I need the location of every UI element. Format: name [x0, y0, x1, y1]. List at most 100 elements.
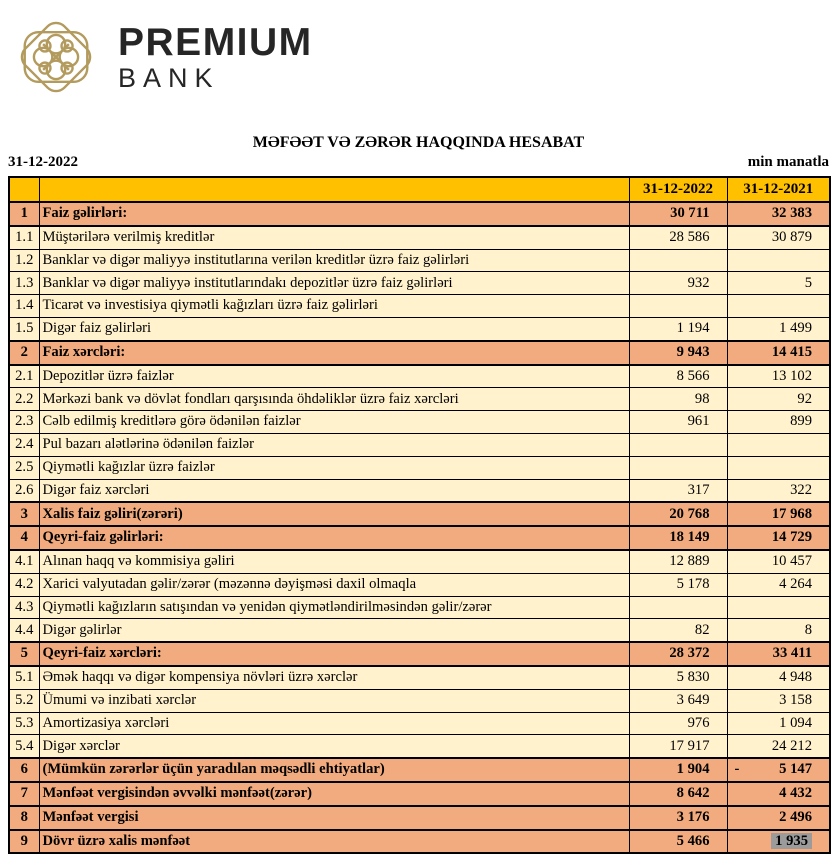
value-2022-cell: 8 642 — [628, 780, 728, 807]
header-empty-no — [8, 176, 40, 203]
brand-subname: BANK — [118, 62, 220, 93]
row-number-cell: 5 — [8, 641, 40, 667]
row-label-cell: Qeyri-faiz gəlirləri: — [38, 525, 630, 551]
unit-label: min manatla — [747, 154, 829, 170]
row-label-cell: Mərkəzi bank və dövlət fondları qarşısın… — [38, 387, 630, 412]
table-row: 1.5 Digər faiz gəlirləri 1 194 1 499 — [8, 316, 831, 342]
row-label-cell: Qiymətli kağızların satışından və yenidə… — [38, 595, 630, 620]
value-2022-cell: 976 — [628, 711, 728, 736]
row-number-cell: 9 — [8, 828, 40, 854]
row-label-cell: Depozitlər üzrə faizlər — [38, 364, 630, 389]
value-2021-cell: 4 948 — [726, 665, 831, 690]
table-row: 3 Xalis faiz gəliri(zərəri) 20 768 17 968 — [8, 501, 831, 528]
value-2021-cell: 899 — [726, 410, 831, 434]
value-2022-cell: 20 768 — [628, 501, 728, 528]
table-row: 9 Dövr üzrə xalis mənfəət 5 466 1 935 — [8, 828, 831, 854]
header-empty-label — [38, 176, 630, 203]
row-number-cell: 1.4 — [8, 294, 40, 318]
value-2021-cell: 14 415 — [726, 339, 831, 366]
table-row: 4.4 Digər gəlirlər 82 8 — [8, 618, 831, 643]
row-label-cell: Faiz xərcləri: — [38, 339, 630, 366]
value-2021-cell: 10 457 — [726, 549, 831, 574]
row-label-cell: Qiymətli kağızlar üzrə faizlər — [38, 455, 630, 480]
value-2021-cell: 92 — [726, 387, 831, 412]
table-row: 2 Faiz xərcləri: 9 943 14 415 — [8, 339, 831, 366]
value-2021-cell: 13 102 — [726, 364, 831, 389]
value-2022-cell — [628, 248, 728, 273]
value-2022-cell — [628, 595, 728, 620]
row-number-cell: 1.2 — [8, 248, 40, 273]
row-label-cell: Digər faiz xərcləri — [38, 478, 630, 503]
row-number-cell: 2.5 — [8, 455, 40, 480]
value-2021-cell: 30 879 — [726, 225, 831, 250]
value-2022-cell: 28 586 — [628, 225, 728, 250]
value-2022-cell: 3 176 — [628, 804, 728, 831]
value-2021-cell: 17 968 — [726, 501, 831, 528]
highlighted-value: 1 935 — [771, 832, 812, 849]
row-label-cell: Xalis faiz gəliri(zərəri) — [38, 501, 630, 528]
value-2022-cell: 1 194 — [628, 316, 728, 342]
report-title: MƏFƏƏT VƏ ZƏRƏR HAQQINDA HESABAT — [252, 134, 585, 151]
value-2022-cell: 3 649 — [628, 688, 728, 713]
row-label-cell: Dövr üzrə xalis mənfəət — [38, 828, 630, 854]
value-2021-cell: 1 935 — [726, 828, 831, 854]
row-label-cell: Mənfəət vergisindən əvvəlki mənfəət(zərə… — [38, 780, 630, 807]
row-label-cell: Banklar və digər maliyyə institutlarında… — [38, 271, 630, 296]
value-2021-cell — [726, 432, 831, 457]
value-2022-cell: 17 917 — [628, 734, 728, 759]
table-row: 1.2 Banklar və digər maliyyə institutları… — [8, 248, 831, 273]
value-2021-cell: -5 147 — [726, 757, 831, 783]
table-row: 2.1 Depozitlər üzrə faizlər 8 566 13 102 — [8, 364, 831, 389]
header-col-2022: 31-12-2022 — [628, 176, 728, 203]
table-row: 1 Faiz gəlirləri: 30 711 32 383 — [8, 201, 831, 227]
row-number-cell: 4.1 — [8, 549, 40, 574]
value-2022-cell: 28 372 — [628, 641, 728, 667]
row-number-cell: 6 — [8, 757, 40, 783]
row-number-cell: 5.3 — [8, 711, 40, 736]
value-2021-cell: 3 158 — [726, 688, 831, 713]
row-label-cell: Mənfəət vergisi — [38, 804, 630, 831]
row-number-cell: 2.1 — [8, 364, 40, 389]
value-2022-cell: 317 — [628, 478, 728, 503]
table-row: 2.5 Qiymətli kağızlar üzrə faizlər — [8, 455, 831, 480]
table-row: 1.4 Ticarət və investisiya qiymətli kağız… — [8, 294, 831, 318]
value-2022-cell: 1 904 — [628, 757, 728, 783]
table-row: 5.4 Digər xərclər 17 917 24 212 — [8, 734, 831, 759]
report-date: 31-12-2022 — [8, 154, 78, 170]
value-2022-cell: 5 830 — [628, 665, 728, 690]
row-number-cell: 4.2 — [8, 572, 40, 597]
value-2022-cell: 961 — [628, 410, 728, 434]
row-label-cell: Ümumi və inzibati xərclər — [38, 688, 630, 713]
report-table-body: 1 Faiz gəlirləri: 30 711 32 383 1.1 Müştərilə… — [8, 201, 831, 854]
value-2021-cell — [726, 248, 831, 273]
value-2021-cell — [726, 595, 831, 620]
row-number-cell: 2.2 — [8, 387, 40, 412]
row-label-cell: (Mümkün zərərlər üçün yaradılan məqsədli… — [38, 757, 630, 783]
row-number-cell: 1 — [8, 201, 40, 227]
table-row: 4.2 Xarici valyutadan gəlir/zərər (məzənn… — [8, 572, 831, 597]
table-row: 2.6 Digər faiz xərcləri 317 322 — [8, 478, 831, 503]
profit-loss-table: 31-12-2022 31-12-2021 1 Faiz gəlirləri: 30… — [8, 176, 831, 854]
value-2021-cell: 4 264 — [726, 572, 831, 597]
value-2021-cell: 33 411 — [726, 641, 831, 667]
row-label-cell: Pul bazarı alətlərinə ödənilən faizlər — [38, 432, 630, 457]
value-2021-cell: 24 212 — [726, 734, 831, 759]
value-2021-cell — [726, 294, 831, 318]
value-2021-cell: 1 499 — [726, 316, 831, 342]
row-number-cell: 8 — [8, 804, 40, 831]
row-label-cell: Banklar və digər maliyyə institutlarına … — [38, 248, 630, 273]
value-2022-cell: 98 — [628, 387, 728, 412]
value-2022-cell — [628, 294, 728, 318]
row-label-cell: Əmək haqqı və digər kompensiya növləri ü… — [38, 665, 630, 690]
row-label-cell: Digər gəlirlər — [38, 618, 630, 643]
row-label-cell: Cəlb edilmiş kreditlərə görə ödənilən fa… — [38, 410, 630, 434]
bank-emblem-icon — [20, 21, 92, 93]
row-number-cell: 4 — [8, 525, 40, 551]
value-2022-cell: 932 — [628, 271, 728, 296]
value-2022-cell: 5 178 — [628, 572, 728, 597]
bank-logo: PREMIUM BANK — [10, 8, 313, 106]
row-number-cell: 7 — [8, 780, 40, 807]
value-2022-cell: 18 149 — [628, 525, 728, 551]
table-header-row: 31-12-2022 31-12-2021 — [8, 176, 831, 203]
value-2022-cell: 30 711 — [628, 201, 728, 227]
